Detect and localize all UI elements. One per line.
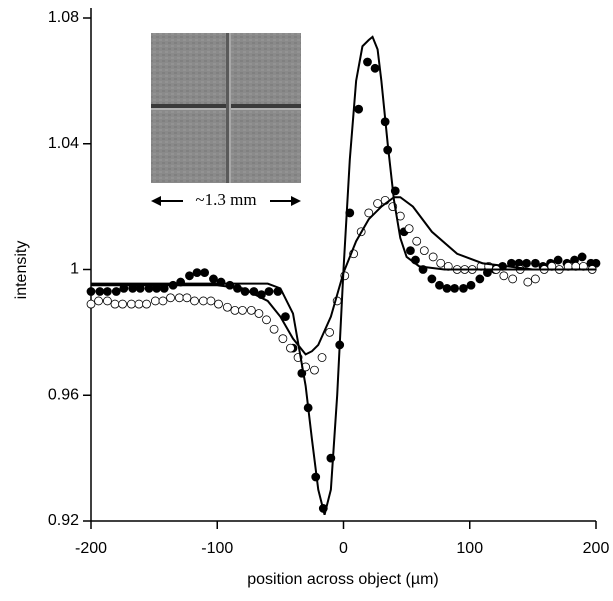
filled-point	[185, 271, 194, 281]
open-point	[150, 296, 160, 306]
filled-point	[111, 287, 121, 296]
open-point	[230, 305, 240, 315]
filled-point	[442, 283, 452, 293]
fit-line	[91, 196, 596, 356]
filled-point	[435, 280, 444, 290]
filled-point	[459, 283, 468, 293]
open-point	[508, 274, 518, 284]
open-point	[86, 299, 96, 309]
open-point	[373, 199, 382, 208]
filled-point	[209, 274, 218, 284]
open-point	[269, 324, 279, 334]
y-tick-label: 0.92	[48, 512, 79, 529]
open-point	[499, 271, 509, 281]
filled-point	[95, 287, 105, 296]
filled-point	[86, 287, 96, 296]
x-tick-label: -100	[201, 540, 233, 557]
filled-point	[406, 246, 415, 256]
open-point	[222, 302, 232, 312]
open-point	[142, 299, 151, 309]
x-tick-label: 200	[583, 540, 610, 557]
open-point	[94, 296, 103, 306]
open-point	[523, 277, 533, 287]
open-point	[126, 299, 136, 309]
open-point	[419, 246, 429, 256]
open-point	[238, 305, 247, 315]
open-point	[158, 296, 168, 306]
fit-line	[91, 35, 596, 515]
open-point	[110, 299, 120, 309]
inset-image	[151, 33, 301, 183]
open-point	[174, 293, 184, 303]
filled-point	[531, 258, 540, 268]
open-point	[246, 305, 256, 315]
filled-point	[466, 280, 476, 290]
y-tick-label: 0.96	[48, 386, 79, 403]
filled-point	[475, 274, 485, 284]
open-point	[310, 365, 319, 375]
filled-point	[363, 57, 372, 67]
x-axis-label: position across object (µm)	[247, 571, 439, 588]
y-tick-label: 1.08	[48, 9, 79, 26]
filled-point	[264, 287, 274, 296]
open-point	[134, 299, 144, 309]
inset-label: ~1.3 mm	[195, 190, 256, 209]
filled-point	[450, 283, 460, 293]
inset-scale-arrow	[151, 196, 301, 206]
open-point	[278, 334, 288, 344]
open-point	[428, 252, 438, 262]
open-point	[214, 299, 223, 309]
filled-point	[370, 63, 380, 73]
open-point	[103, 296, 112, 306]
open-point	[412, 236, 422, 246]
filled-point	[427, 274, 437, 284]
filled-point	[522, 258, 531, 268]
open-point	[190, 296, 199, 306]
filled-point	[103, 287, 112, 296]
y-tick-label: 1.04	[48, 135, 79, 152]
open-point	[206, 296, 216, 306]
open-point	[325, 327, 335, 337]
filled-point	[354, 104, 364, 114]
y-axis-label: intensity	[13, 241, 30, 300]
open-point	[317, 353, 327, 362]
open-point	[404, 224, 414, 234]
open-point	[118, 299, 127, 309]
x-tick-label: 0	[339, 540, 348, 557]
open-point	[262, 315, 271, 325]
open-point	[198, 296, 208, 306]
x-tick-label: -200	[75, 540, 107, 557]
y-tick-label: 1	[70, 261, 79, 278]
open-point	[254, 309, 264, 318]
filled-point	[553, 255, 563, 265]
open-point	[166, 293, 175, 303]
filled-point	[200, 268, 210, 278]
open-point	[364, 208, 374, 218]
open-point	[531, 274, 540, 284]
filled-point	[591, 258, 601, 268]
open-point	[436, 258, 446, 268]
x-tick-label: 100	[456, 540, 483, 557]
open-point	[182, 293, 192, 303]
open-point	[286, 343, 295, 353]
filled-point	[192, 268, 202, 278]
filled-point	[577, 252, 587, 262]
